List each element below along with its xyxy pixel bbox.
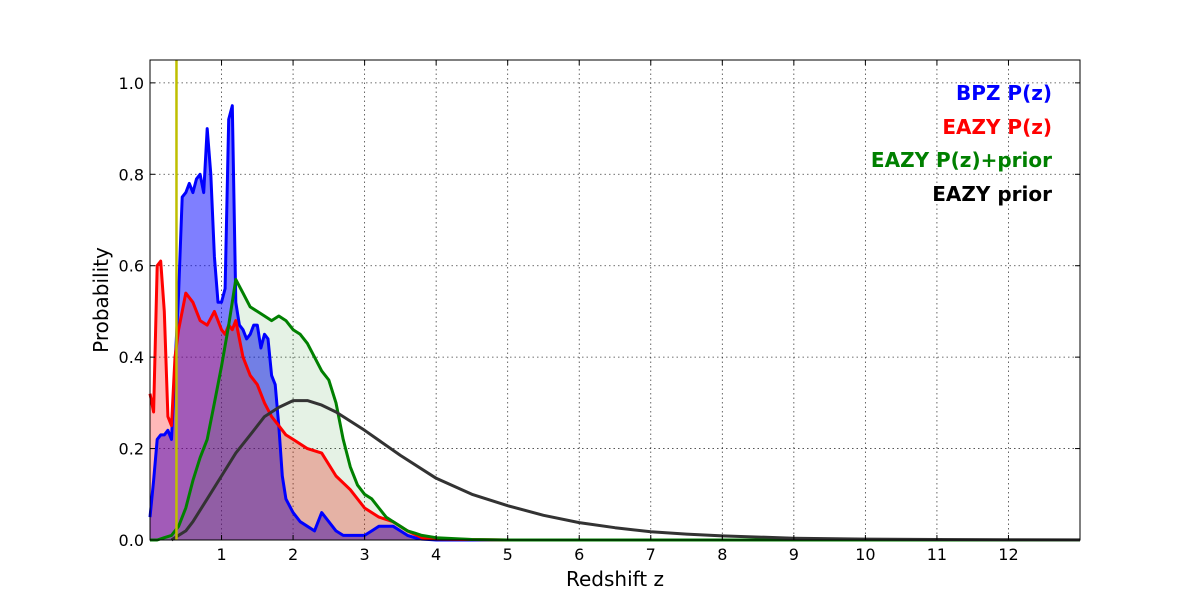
y-tick-label: 0.8: [119, 165, 144, 184]
x-tick-label: 3: [360, 545, 370, 564]
legend-entry: EAZY prior: [932, 182, 1052, 206]
x-tick-label: 10: [855, 545, 875, 564]
x-tick-label: 6: [574, 545, 584, 564]
legend-entry: EAZY P(z): [942, 115, 1052, 139]
x-axis-label: Redshift z: [566, 567, 664, 591]
x-tick-label: 8: [717, 545, 727, 564]
x-tick-label: 4: [431, 545, 441, 564]
x-tick-label: 1: [216, 545, 226, 564]
x-tick-label: 11: [927, 545, 947, 564]
grid: [150, 60, 1080, 540]
plot-frame: [149, 59, 1081, 541]
y-axis-label: Probability: [89, 247, 113, 353]
y-tick-label: 1.0: [119, 74, 144, 93]
legend: BPZ P(z) EAZY P(z) EAZY P(z)+prior EAZY pri…: [871, 81, 1052, 206]
series-fill-0: [150, 105, 1080, 540]
y-tick-label: 0.4: [119, 348, 144, 367]
series-fill-2: [150, 279, 1080, 540]
legend-entry: BPZ P(z): [956, 81, 1052, 105]
x-tick-label: 12: [998, 545, 1018, 564]
x-tick-label: 7: [646, 545, 656, 564]
x-tick-label: 9: [789, 545, 799, 564]
y-tick-label: 0.0: [119, 531, 144, 550]
legend-entry: EAZY P(z)+prior: [871, 148, 1052, 172]
y-tick-label: 0.2: [119, 440, 144, 459]
series-fill-1: [150, 261, 1080, 540]
ticks: 1 2 3 4 5 6 7 8 9 10 11 120.00.20.40.60.81.0: [119, 60, 1080, 564]
x-tick-label: 5: [503, 545, 513, 564]
x-tick-label: 2: [288, 545, 298, 564]
y-tick-label: 0.6: [119, 257, 144, 276]
